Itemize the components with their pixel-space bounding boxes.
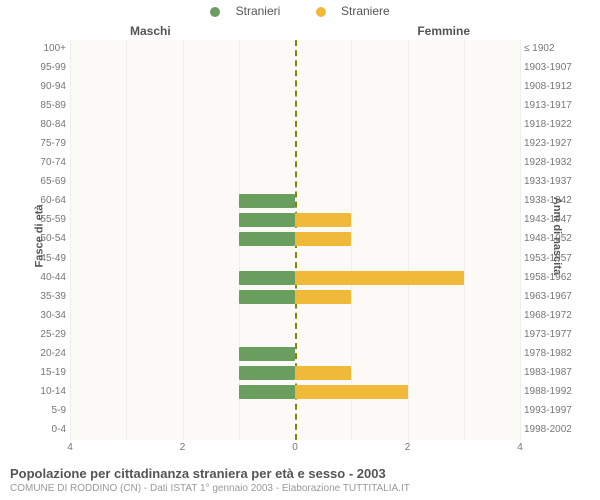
pyramid-row: 95-991903-1907 (70, 59, 520, 78)
bar-female (295, 271, 464, 285)
x-tick: 4 (67, 442, 73, 453)
age-label: 0-4 (28, 421, 66, 439)
legend-female-label: Straniere (341, 4, 390, 18)
age-label: 15-19 (28, 364, 66, 382)
plot-area: 42024 100+≤ 190295-991903-190790-941908-… (70, 40, 520, 440)
year-label: 1993-1997 (524, 402, 582, 420)
legend-dot-male-icon (210, 7, 220, 17)
pyramid-row: 20-241978-1982 (70, 345, 520, 364)
pyramid-row: 60-641938-1942 (70, 192, 520, 211)
age-label: 35-39 (28, 288, 66, 306)
year-label: 1988-1992 (524, 383, 582, 401)
year-label: 1963-1967 (524, 288, 582, 306)
age-label: 75-79 (28, 135, 66, 153)
bar-female (295, 385, 408, 399)
legend-female: Straniere (308, 4, 398, 18)
pyramid-row: 15-191983-1987 (70, 364, 520, 383)
x-axis: 4 2 0 2 4 (70, 442, 520, 462)
bar-female (295, 213, 351, 227)
pyramid-row: 40-441958-1962 (70, 269, 520, 288)
pyramid-row: 70-741928-1932 (70, 154, 520, 173)
age-label: 5-9 (28, 402, 66, 420)
year-label: 1978-1982 (524, 345, 582, 363)
x-tick: 2 (180, 442, 186, 453)
legend-male: Stranieri (202, 4, 291, 18)
pyramid-row: 65-691933-1937 (70, 173, 520, 192)
bar-female (295, 366, 351, 380)
age-label: 95-99 (28, 59, 66, 77)
age-label: 45-49 (28, 250, 66, 268)
year-label: 1913-1917 (524, 97, 582, 115)
age-label: 55-59 (28, 211, 66, 229)
x-tick: 4 (517, 442, 523, 453)
pyramid-row: 0-41998-2002 (70, 421, 520, 440)
pyramid-row: 45-491953-1957 (70, 250, 520, 269)
chart-subtitle: COMUNE DI RODDINO (CN) - Dati ISTAT 1° g… (10, 483, 590, 494)
legend-male-label: Stranieri (236, 4, 281, 18)
bar-male (239, 385, 295, 399)
footer: Popolazione per cittadinanza straniera p… (10, 466, 590, 494)
pyramid-row: 55-591943-1947 (70, 211, 520, 230)
age-label: 40-44 (28, 269, 66, 287)
year-label: 1998-2002 (524, 421, 582, 439)
legend: Stranieri Straniere (0, 4, 600, 18)
age-label: 90-94 (28, 78, 66, 96)
year-label: 1938-1942 (524, 192, 582, 210)
bar-male (239, 194, 295, 208)
side-title-female: Femmine (417, 24, 470, 38)
age-label: 70-74 (28, 154, 66, 172)
year-label: 1983-1987 (524, 364, 582, 382)
year-label: 1908-1912 (524, 78, 582, 96)
year-label: 1903-1907 (524, 59, 582, 77)
pyramid-row: 5-91993-1997 (70, 402, 520, 421)
pyramid-row: 75-791923-1927 (70, 135, 520, 154)
pyramid-row: 25-291973-1977 (70, 326, 520, 345)
age-label: 30-34 (28, 307, 66, 325)
year-label: 1968-1972 (524, 307, 582, 325)
pyramid-row: 30-341968-1972 (70, 307, 520, 326)
legend-dot-female-icon (316, 7, 326, 17)
year-label: 1933-1937 (524, 173, 582, 191)
pyramid-row: 10-141988-1992 (70, 383, 520, 402)
age-label: 25-29 (28, 326, 66, 344)
bar-male (239, 347, 295, 361)
bar-male (239, 290, 295, 304)
age-label: 80-84 (28, 116, 66, 134)
bar-male (239, 232, 295, 246)
age-label: 60-64 (28, 192, 66, 210)
pyramid-row: 50-541948-1952 (70, 230, 520, 249)
bar-female (295, 232, 351, 246)
year-label: 1948-1952 (524, 230, 582, 248)
year-label: 1973-1977 (524, 326, 582, 344)
age-label: 85-89 (28, 97, 66, 115)
year-label: 1923-1927 (524, 135, 582, 153)
bar-female (295, 290, 351, 304)
x-tick: 2 (405, 442, 411, 453)
age-label: 50-54 (28, 230, 66, 248)
year-label: 1953-1957 (524, 250, 582, 268)
year-label: 1918-1922 (524, 116, 582, 134)
pyramid-row: 35-391963-1967 (70, 288, 520, 307)
pyramid-chart: Stranieri Straniere Maschi Femmine Fasce… (0, 0, 600, 500)
age-label: 100+ (28, 40, 66, 58)
pyramid-row: 85-891913-1917 (70, 97, 520, 116)
bar-male (239, 366, 295, 380)
pyramid-row: 100+≤ 1902 (70, 40, 520, 59)
year-label: 1958-1962 (524, 269, 582, 287)
year-label: 1928-1932 (524, 154, 582, 172)
pyramid-row: 80-841918-1922 (70, 116, 520, 135)
age-label: 65-69 (28, 173, 66, 191)
age-label: 10-14 (28, 383, 66, 401)
year-label: ≤ 1902 (524, 40, 582, 58)
bar-male (239, 271, 295, 285)
side-title-male: Maschi (130, 24, 171, 38)
age-label: 20-24 (28, 345, 66, 363)
year-label: 1943-1947 (524, 211, 582, 229)
chart-title: Popolazione per cittadinanza straniera p… (10, 466, 590, 481)
bar-male (239, 213, 295, 227)
x-tick: 0 (292, 442, 298, 453)
pyramid-row: 90-941908-1912 (70, 78, 520, 97)
